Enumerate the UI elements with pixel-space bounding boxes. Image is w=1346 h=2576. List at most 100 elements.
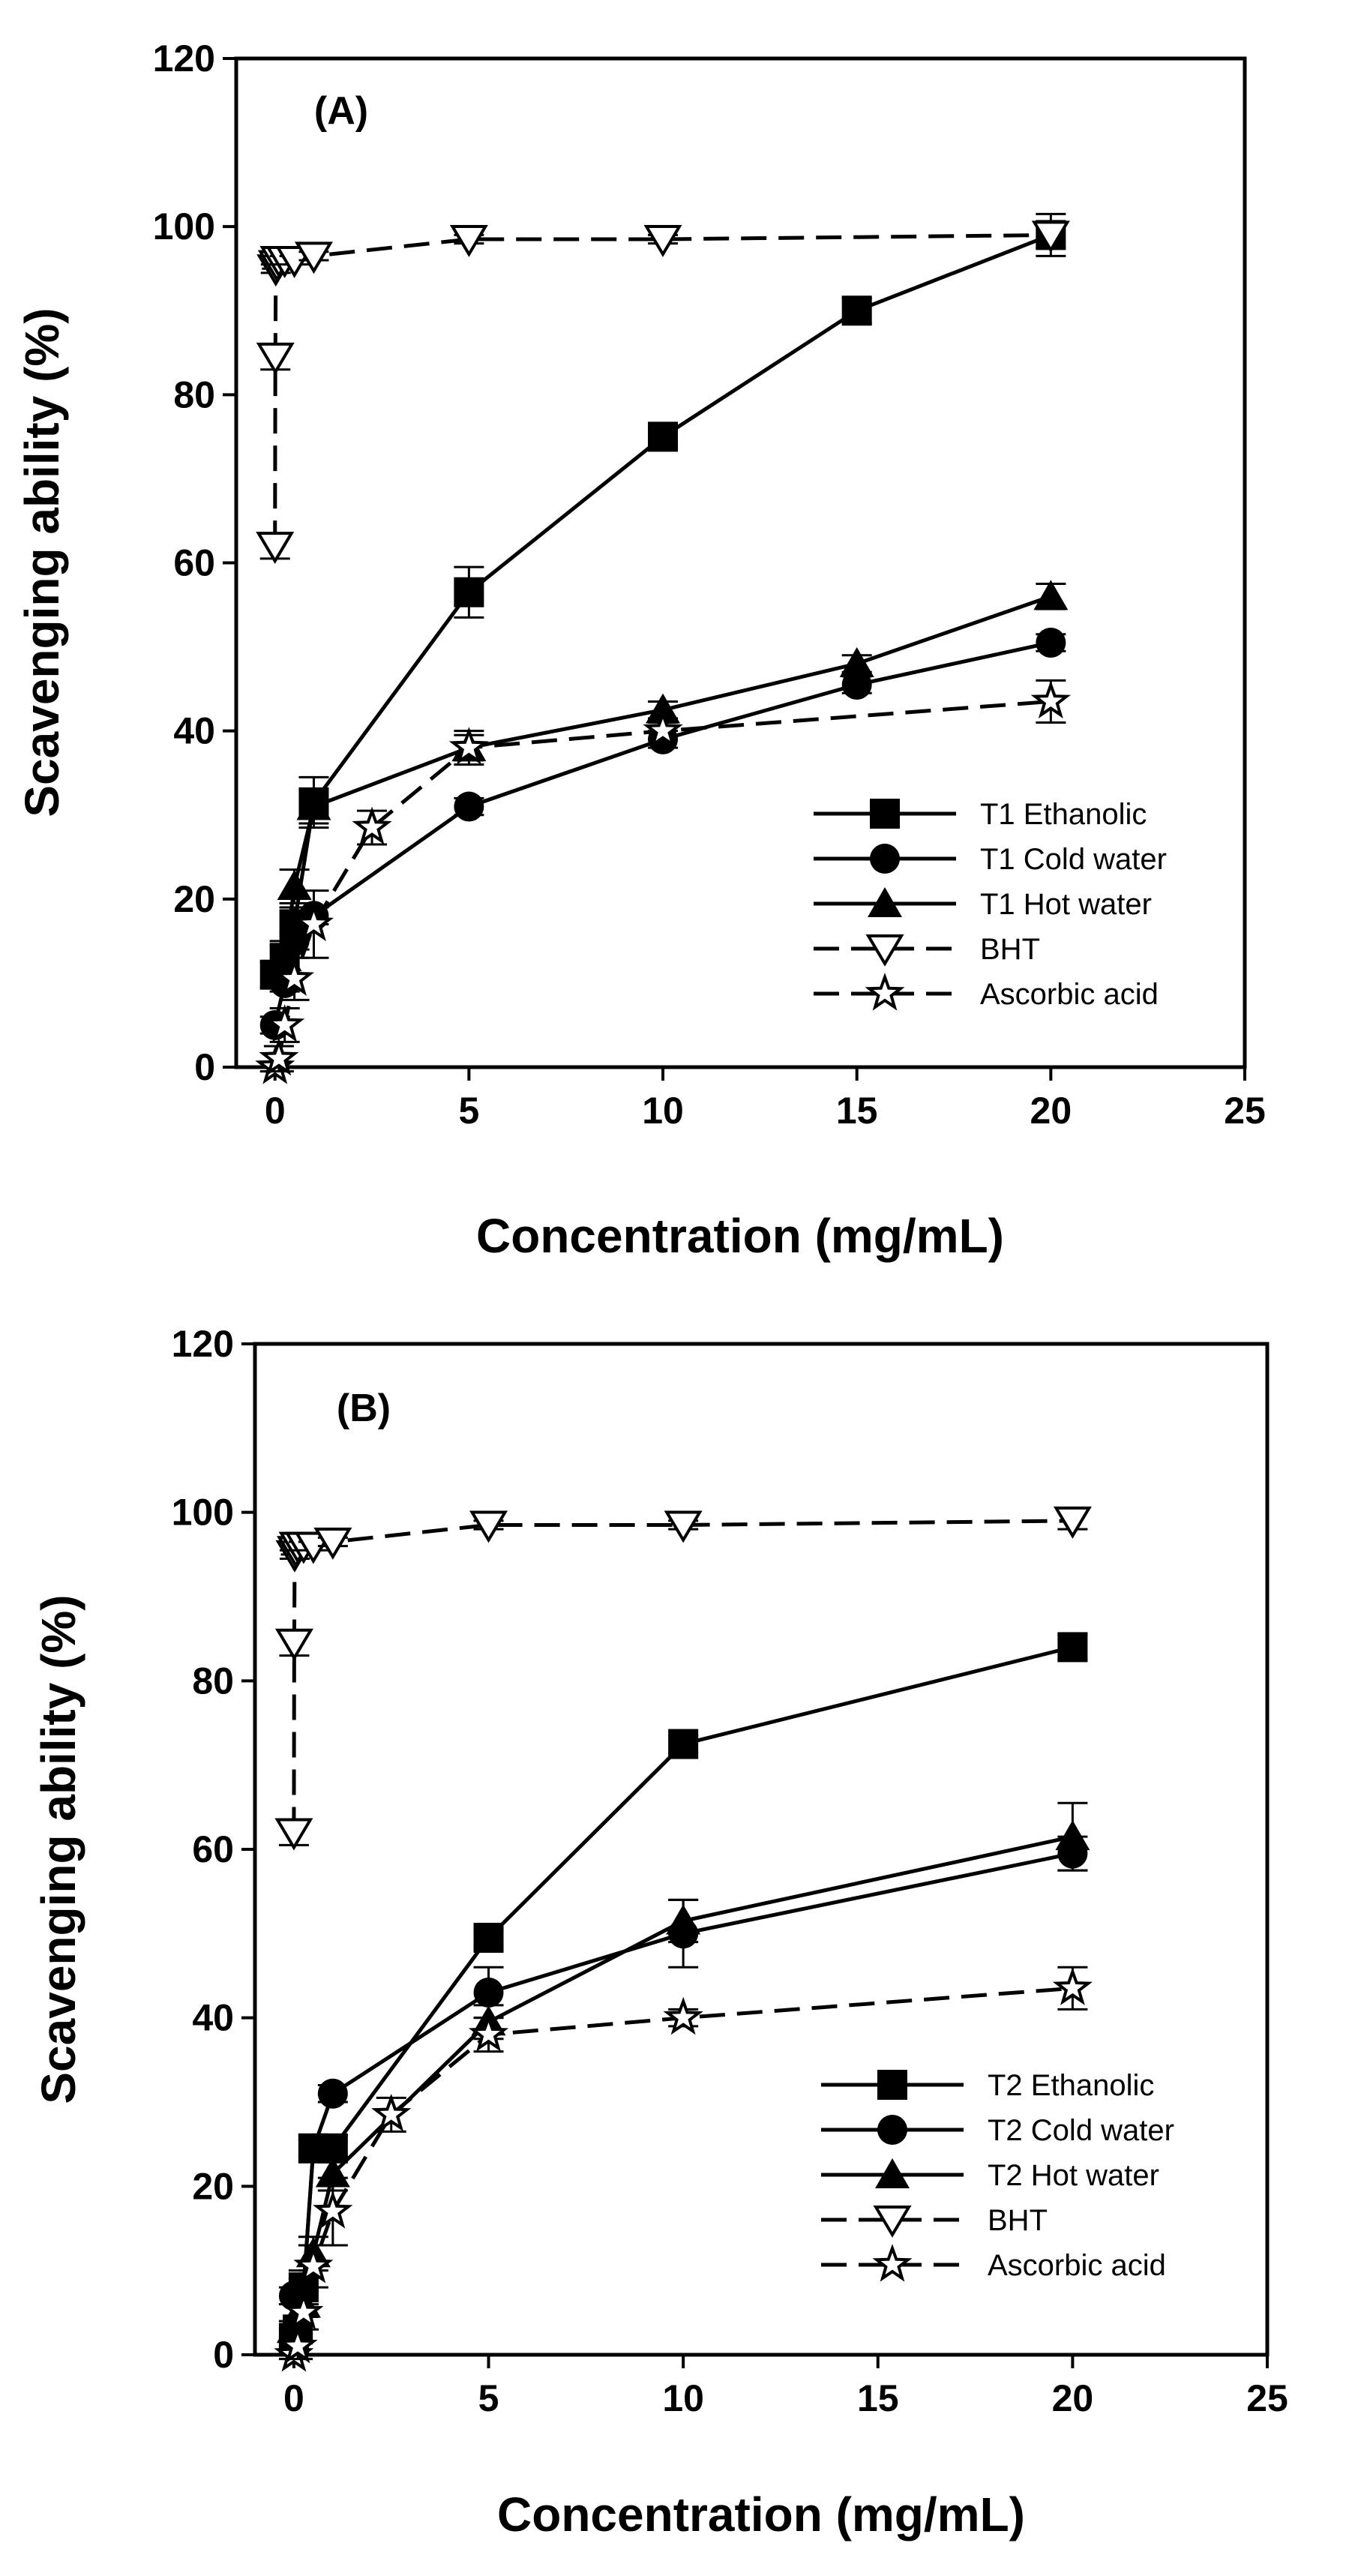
panel-a-series-ascorbic-acid-point xyxy=(1030,680,1071,719)
panel-a-chart: 0 20 40 60 80 100 120 0 5 10 15 20 25 Concentration (… xyxy=(15,37,1266,1263)
panel-a-legend-entry-ascorbic-acid-marker xyxy=(865,973,905,1011)
panel-a-series-ascorbic-acid-point xyxy=(448,727,489,765)
panel-b-series-t2-hot-water-point xyxy=(276,2313,311,2344)
panel-a-x-tick-label: 10 xyxy=(642,1090,684,1132)
panel-a-series-ascorbic-acid-point xyxy=(274,958,315,996)
panel-b-series-t2-ethanolic-point xyxy=(473,1922,504,1953)
panel-a-x-tick-label: 0 xyxy=(265,1090,286,1132)
panel-a-series-t1-ethanolic-point xyxy=(454,577,484,607)
panel-b-y-tick-label: 40 xyxy=(192,1997,234,2039)
panel-a-series-bht-point xyxy=(256,342,295,375)
panel-a-y-tick-label: 100 xyxy=(153,205,215,247)
panel-a-legend-entry-t1-ethanolic-label: T1 Ethanolic xyxy=(980,798,1147,831)
panel-a-series-t1-cold-water-point xyxy=(841,670,872,700)
panel-b-series-ascorbic-acid-point xyxy=(293,2245,334,2284)
panel-a-series-bht-point xyxy=(449,224,488,257)
panel-b-x-tick-label: 5 xyxy=(478,2377,499,2419)
panel-b-series-t2-hot-water-point xyxy=(666,1904,701,1935)
panel-a-x-tick-label: 5 xyxy=(458,1090,479,1132)
panel-b-series-t2-cold-water-point xyxy=(298,2133,328,2164)
panel-a-legend-entry-t1-cold-water-label: T1 Cold water xyxy=(980,843,1167,876)
panel-a-y-axis-title: Scavenging ability (%) xyxy=(15,307,69,817)
panel-b-series-t2-ethanolic-point xyxy=(668,1729,699,1759)
panel-a-series-ascorbic-acid xyxy=(255,679,1071,1084)
panel-b-y-tick-label: 120 xyxy=(172,1323,234,1365)
panel-a-x-axis-title: Concentration (mg/mL) xyxy=(476,1209,1004,1263)
panel-b-series-bht-point xyxy=(313,1527,352,1560)
panel-b-y-tick-label: 0 xyxy=(213,2334,234,2376)
panel-a-series-bht-point xyxy=(643,224,682,257)
panel-a-series-t1-hot-water-point xyxy=(839,647,874,677)
panel-b-series-ascorbic-acid-point xyxy=(313,2191,353,2229)
panel-b-series-t2-cold-water-point xyxy=(317,2078,348,2109)
panel-b-series-ascorbic-acid-point xyxy=(277,2325,318,2364)
panel-b-chart: 0 20 40 60 80 100 120 0 5 10 15 20 25 Concentration (… xyxy=(31,1323,1288,2542)
panel-b-series-bht-point xyxy=(274,1628,313,1661)
panel-a-series-bht-point xyxy=(294,241,333,274)
panel-b-series-t2-ethanolic-point xyxy=(1057,1632,1088,1663)
panel-b-series-ascorbic-acid-point xyxy=(371,2093,412,2132)
panel-b-x-tick-label: 10 xyxy=(662,2377,704,2419)
panel-b-legend-entry-t2-ethanolic-marker xyxy=(877,2070,907,2100)
panel-b-y-tick-label: 80 xyxy=(192,1660,234,1702)
panel-b-legend-entry-bht-marker xyxy=(873,2206,912,2238)
panel-b-series-ascorbic-acid-point xyxy=(1052,1967,1093,2005)
panel-b-legend-entry-t2-cold-water-marker xyxy=(877,2115,907,2145)
panel-b-y-tick-label: 100 xyxy=(172,1492,234,1534)
panel-a-legend-entry-t1-hot-water-marker xyxy=(868,887,902,917)
panel-a-series-bht xyxy=(256,212,1070,564)
panel-a-legend-entry-bht-marker xyxy=(865,934,904,967)
panel-b-series-ascorbic-acid-point xyxy=(663,1996,703,2035)
panel-b-series-t2-cold-water-point xyxy=(473,1977,504,2008)
panel-a-series-bht-point xyxy=(1031,220,1070,253)
panel-b-y-tick-label: 60 xyxy=(192,1828,234,1870)
panel-a-legend-entry-bht-label: BHT xyxy=(980,933,1040,966)
panel-a-y-tick-label: 0 xyxy=(194,1046,215,1088)
panel-a-y-tick-label: 60 xyxy=(173,542,215,584)
panel-a-series-t1-hot-water-point xyxy=(646,693,681,724)
panel-b-series-ascorbic-acid xyxy=(274,1966,1093,2372)
panel-a-series-ascorbic-acid-point xyxy=(293,903,334,942)
panel-b-series-t2-hot-water-point xyxy=(315,2157,350,2188)
panel-b-series-bht-point xyxy=(274,1818,313,1851)
panel-a-y-tick-label: 80 xyxy=(173,373,215,415)
panel-b-series-ascorbic-acid-point xyxy=(283,2291,324,2330)
panel-b-x-tick-label: 20 xyxy=(1052,2377,1094,2419)
panel-b-series-ascorbic-acid-point xyxy=(468,2014,509,2052)
panel-b-legend-entry-t2-cold-water-label: T2 Cold water xyxy=(988,2114,1174,2147)
panel-a-series-ascorbic-acid-point xyxy=(259,1037,299,1076)
panel-a-series-bht-line xyxy=(273,232,1051,547)
panel-b-series-t2-hot-water-point xyxy=(1055,1820,1090,1851)
panel-a-legend: T1 Ethanolic T1 Cold water T1 Hot water BHT… xyxy=(814,798,1167,1011)
panel-b-series-bht-point xyxy=(469,1510,508,1543)
panel-a-series-t1-hot-water-point xyxy=(296,790,331,820)
panel-a-legend-entry-t1-ethanolic-marker xyxy=(870,799,900,829)
panel-a-series-t1-ethanolic-point xyxy=(648,421,679,452)
panel-b-y-axis-title: Scavenging ability (%) xyxy=(31,1594,85,2104)
panel-a-series-t1-cold-water-point xyxy=(1036,627,1066,658)
panel-a-y-tick-label: 20 xyxy=(173,878,215,920)
panel-a-series-bht-point xyxy=(256,532,295,564)
panel-a-legend-entry-ascorbic-acid-label: Ascorbic acid xyxy=(980,978,1159,1011)
panel-b-x-axis-title: Concentration (mg/mL) xyxy=(497,2488,1025,2542)
panel-b-series-bht-point xyxy=(1053,1506,1092,1539)
panel-b-legend-entry-bht-label: BHT xyxy=(988,2204,1048,2237)
panel-a-panel-label: (A) xyxy=(314,89,368,133)
panel-b-legend-entry-t2-ethanolic-label: T2 Ethanolic xyxy=(988,2069,1154,2102)
panel-b-legend-entry-ascorbic-acid-marker xyxy=(872,2244,913,2282)
panel-b-legend-entry-ascorbic-acid-label: Ascorbic acid xyxy=(988,2249,1166,2282)
panel-a-legend-entry-t1-hot-water-label: T1 Hot water xyxy=(980,888,1152,921)
panel-b-x-tick-label: 15 xyxy=(857,2377,899,2419)
panel-a-series-ascorbic-acid-point xyxy=(265,1004,305,1042)
panel-b-panel-label: (B) xyxy=(337,1387,391,1430)
panel-b-legend-entry-t2-hot-water-label: T2 Hot water xyxy=(988,2159,1159,2192)
panel-b-x-tick-label: 0 xyxy=(283,2377,304,2419)
panel-a-series-t1-hot-water-point xyxy=(277,870,312,901)
panel-a-series-t1-hot-water-point xyxy=(1033,580,1069,610)
panel-b-y-tick-label: 20 xyxy=(192,2165,234,2207)
panel-b-series-bht-line xyxy=(292,1519,1073,1833)
panel-a-x-tick-label: 20 xyxy=(1030,1090,1072,1132)
panel-a-series-t1-cold-water-point xyxy=(454,791,484,822)
panel-a-y-tick-label: 120 xyxy=(153,37,215,79)
